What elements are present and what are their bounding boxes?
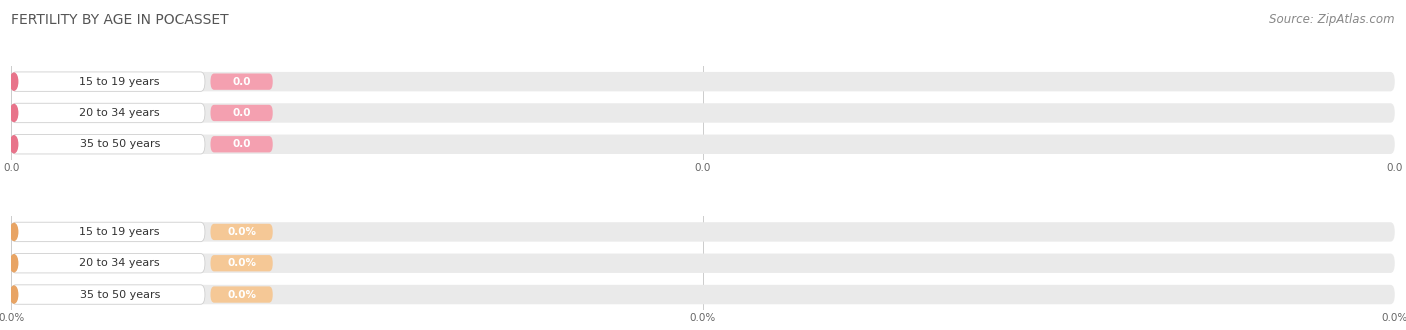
Text: 0.0%: 0.0% <box>228 289 256 300</box>
Text: 35 to 50 years: 35 to 50 years <box>80 139 160 149</box>
Text: 20 to 34 years: 20 to 34 years <box>79 258 160 268</box>
FancyBboxPatch shape <box>211 74 273 90</box>
FancyBboxPatch shape <box>11 285 205 304</box>
Circle shape <box>10 136 18 153</box>
FancyBboxPatch shape <box>211 224 273 240</box>
Circle shape <box>10 73 18 90</box>
FancyBboxPatch shape <box>11 253 205 273</box>
Circle shape <box>10 255 18 272</box>
Text: 20 to 34 years: 20 to 34 years <box>79 108 160 118</box>
Text: Source: ZipAtlas.com: Source: ZipAtlas.com <box>1270 13 1395 26</box>
FancyBboxPatch shape <box>11 135 205 154</box>
Text: FERTILITY BY AGE IN POCASSET: FERTILITY BY AGE IN POCASSET <box>11 13 229 27</box>
Circle shape <box>10 223 18 241</box>
FancyBboxPatch shape <box>211 136 273 152</box>
FancyBboxPatch shape <box>11 72 1395 91</box>
FancyBboxPatch shape <box>11 253 1395 273</box>
Text: 35 to 50 years: 35 to 50 years <box>80 289 160 300</box>
Text: 0.0: 0.0 <box>232 77 250 87</box>
Text: 0.0%: 0.0% <box>228 227 256 237</box>
Text: 0.0: 0.0 <box>232 108 250 118</box>
FancyBboxPatch shape <box>211 255 273 271</box>
Text: 0.0%: 0.0% <box>228 258 256 268</box>
FancyBboxPatch shape <box>11 72 205 91</box>
Text: 15 to 19 years: 15 to 19 years <box>80 227 160 237</box>
Text: 0.0: 0.0 <box>232 139 250 149</box>
FancyBboxPatch shape <box>11 285 1395 304</box>
FancyBboxPatch shape <box>211 286 273 303</box>
Circle shape <box>10 104 18 121</box>
Text: 15 to 19 years: 15 to 19 years <box>80 77 160 87</box>
FancyBboxPatch shape <box>211 105 273 121</box>
FancyBboxPatch shape <box>11 222 205 242</box>
FancyBboxPatch shape <box>11 222 1395 242</box>
Circle shape <box>10 286 18 303</box>
FancyBboxPatch shape <box>11 135 1395 154</box>
FancyBboxPatch shape <box>11 103 205 123</box>
FancyBboxPatch shape <box>11 103 1395 123</box>
